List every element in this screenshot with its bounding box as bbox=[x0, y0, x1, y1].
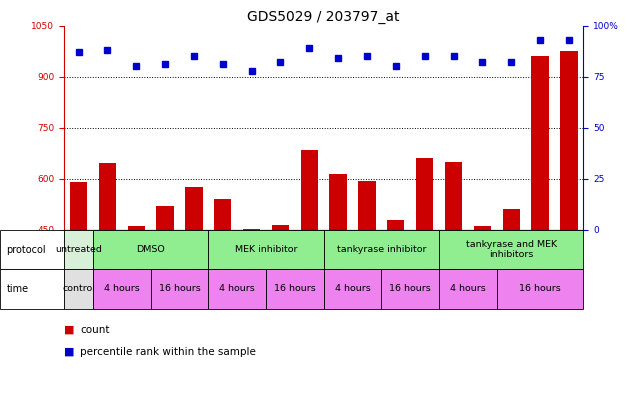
Text: control: control bbox=[62, 285, 95, 293]
Bar bbox=[531, 56, 549, 230]
Text: 4 hours: 4 hours bbox=[450, 285, 486, 293]
Text: 16 hours: 16 hours bbox=[274, 285, 316, 293]
Text: time: time bbox=[6, 284, 29, 294]
Text: 16 hours: 16 hours bbox=[158, 285, 201, 293]
Text: ■: ■ bbox=[64, 347, 74, 357]
Bar bbox=[301, 150, 318, 230]
Bar bbox=[474, 226, 491, 230]
Bar bbox=[156, 206, 174, 230]
Text: 4 hours: 4 hours bbox=[335, 285, 370, 293]
Text: DMSO: DMSO bbox=[137, 245, 165, 254]
Bar bbox=[243, 229, 260, 230]
Bar bbox=[70, 182, 87, 230]
Bar bbox=[387, 220, 404, 230]
Bar bbox=[272, 225, 289, 230]
Bar bbox=[445, 162, 462, 230]
Text: GDS5029 / 203797_at: GDS5029 / 203797_at bbox=[247, 10, 400, 24]
Text: count: count bbox=[80, 325, 110, 335]
Text: tankyrase inhibitor: tankyrase inhibitor bbox=[337, 245, 426, 254]
Bar bbox=[503, 209, 520, 230]
Bar bbox=[214, 199, 231, 230]
Bar bbox=[358, 180, 376, 230]
Text: 16 hours: 16 hours bbox=[389, 285, 431, 293]
Text: 4 hours: 4 hours bbox=[104, 285, 140, 293]
Text: 16 hours: 16 hours bbox=[519, 285, 561, 293]
Text: percentile rank within the sample: percentile rank within the sample bbox=[80, 347, 256, 357]
Bar bbox=[99, 163, 116, 230]
Text: protocol: protocol bbox=[6, 244, 46, 255]
Text: untreated: untreated bbox=[55, 245, 102, 254]
Bar bbox=[128, 226, 145, 230]
Text: ■: ■ bbox=[64, 325, 74, 335]
Bar bbox=[329, 174, 347, 230]
Bar bbox=[560, 51, 578, 230]
Bar bbox=[185, 187, 203, 230]
Text: MEK inhibitor: MEK inhibitor bbox=[235, 245, 297, 254]
Text: tankyrase and MEK
inhibitors: tankyrase and MEK inhibitors bbox=[465, 240, 557, 259]
Text: 4 hours: 4 hours bbox=[219, 285, 255, 293]
Bar bbox=[416, 158, 433, 230]
